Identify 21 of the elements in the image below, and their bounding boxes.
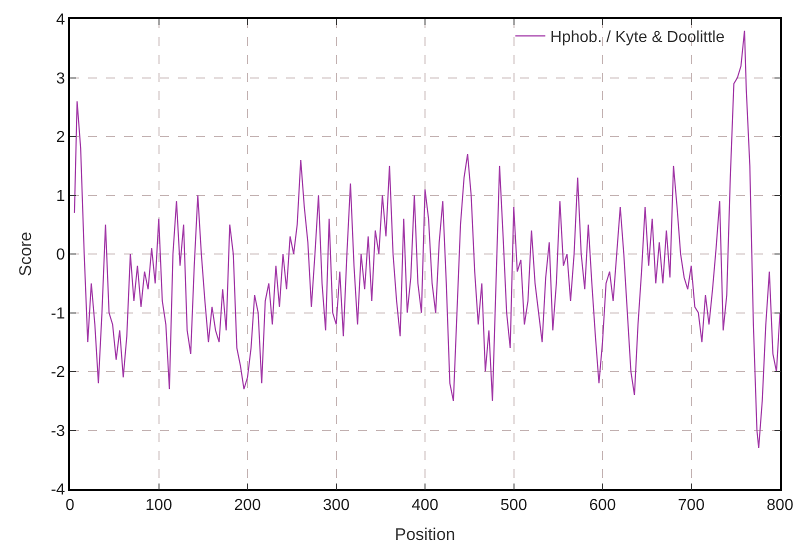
x-tick-label: 700 [678,496,705,514]
y-tick-label: 0 [56,246,66,264]
y-tick-label: 1 [56,188,66,205]
x-tick-label: 800 [766,496,794,514]
y-axis-title: Score [16,232,35,276]
y-tick-label: 2 [56,129,66,146]
y-tick-label: 4 [56,12,66,29]
y-tick-label: 3 [56,70,66,88]
x-tick-label: 300 [322,496,350,514]
x-tick-label: 600 [589,496,616,514]
y-tick-label: -3 [50,422,66,440]
x-tick-label: 500 [500,496,528,514]
y-tick-label: -2 [50,364,66,382]
legend-label: Hphob. / Kyte & Doolittle [550,29,725,46]
x-tick-label: 100 [145,496,172,514]
line-series [74,30,780,448]
x-tick-label: 200 [234,496,261,514]
y-tick-label: -4 [50,482,66,499]
x-tick-label: 400 [412,496,438,514]
x-axis-title: Position [394,524,456,544]
y-tick-label: -1 [50,305,66,322]
